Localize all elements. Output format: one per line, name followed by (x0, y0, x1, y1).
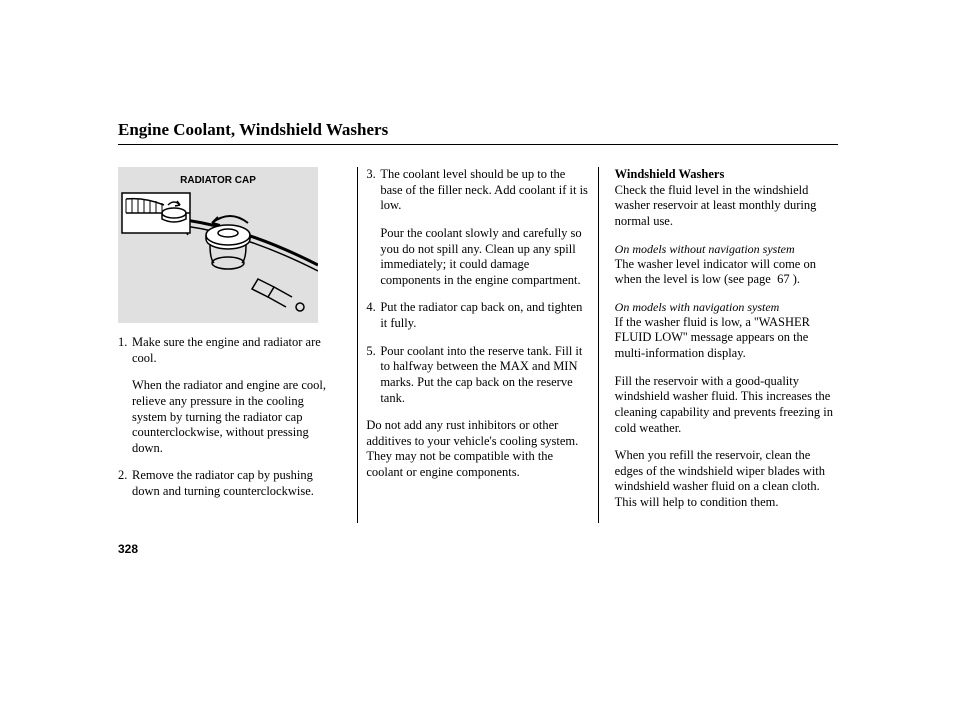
note-with-nav: On models with navigation system (615, 300, 838, 315)
step-number: 3. (366, 167, 380, 214)
step-text: Remove the radiator cap by pushing down … (132, 468, 341, 499)
washers-p4: Fill the reservoir with a good-quality w… (615, 374, 838, 437)
step-text: The coolant level should be up to the ba… (380, 167, 589, 214)
radiator-cap-illustration (118, 191, 318, 323)
step-1: 1. Make sure the engine and radiator are… (118, 335, 341, 366)
manual-page: Engine Coolant, Windshield Washers RADIA… (118, 120, 838, 523)
step-number: 5. (366, 344, 380, 407)
step-5: 5. Pour coolant into the reserve tank. F… (366, 344, 589, 407)
page-number: 328 (118, 542, 138, 556)
page-ref: 67 (777, 272, 790, 286)
content-columns: RADIATOR CAP (118, 167, 838, 523)
step-4: 4. Put the radiator cap back on, and tig… (366, 300, 589, 331)
note-without-nav: On models without navigation system (615, 242, 838, 257)
radiator-cap-figure: RADIATOR CAP (118, 167, 318, 323)
windshield-washers-heading: Windshield Washers (615, 167, 725, 181)
step-3: 3. The coolant level should be up to the… (366, 167, 589, 214)
washers-p1: Check the fluid level in the windshield … (615, 183, 817, 228)
step-1-detail: When the radiator and engine are cool, r… (132, 378, 341, 456)
step-text: Make sure the engine and radiator are co… (132, 335, 341, 366)
figure-label: RADIATOR CAP (118, 175, 318, 188)
title-rule (118, 144, 838, 145)
washers-section: Windshield Washers Check the fluid level… (615, 167, 838, 230)
step-text: Put the radiator cap back on, and tighte… (380, 300, 589, 331)
column-2: 3. The coolant level should be up to the… (357, 167, 598, 523)
step-number: 2. (118, 468, 132, 499)
column-3: Windshield Washers Check the fluid level… (611, 167, 838, 523)
washers-p2: The washer level indicator will come on … (615, 257, 838, 288)
p2b: ). (793, 272, 800, 286)
page-title: Engine Coolant, Windshield Washers (118, 120, 838, 140)
step-number: 1. (118, 335, 132, 366)
step-number: 4. (366, 300, 380, 331)
step-3-detail: Pour the coolant slowly and carefully so… (380, 226, 589, 289)
step-2: 2. Remove the radiator cap by pushing do… (118, 468, 341, 499)
step-text: Pour coolant into the reserve tank. Fill… (380, 344, 589, 407)
washers-p5: When you refill the reservoir, clean the… (615, 448, 838, 511)
additive-warning: Do not add any rust inhibitors or other … (366, 418, 589, 481)
washers-p3: If the washer fluid is low, a ''WASHER F… (615, 315, 838, 362)
column-1: RADIATOR CAP (118, 167, 345, 523)
